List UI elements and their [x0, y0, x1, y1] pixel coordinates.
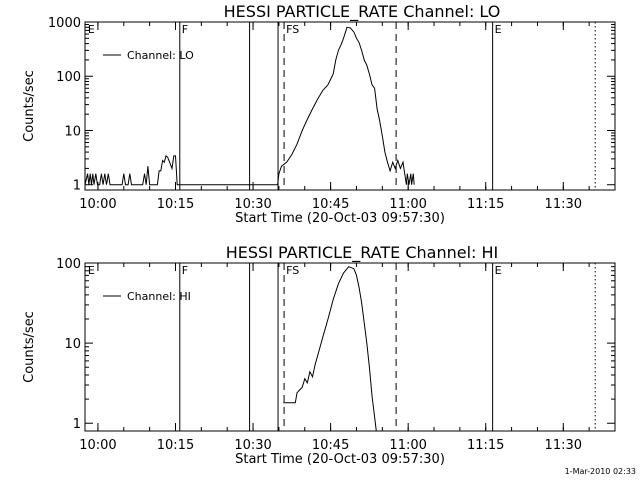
x-tick-label: 11:15 — [467, 438, 504, 453]
y-tick-label: 10 — [64, 124, 81, 139]
annotation-label: F — [182, 264, 188, 277]
y-tick-label: 1 — [73, 179, 81, 194]
x-tick-label: 10:45 — [312, 197, 349, 212]
x-tick-label: 11:30 — [545, 197, 582, 212]
annotation-label: F — [182, 23, 188, 36]
y-tick-label: 1000 — [48, 16, 81, 31]
lo-channel-panel: HESSI PARTICLE_RATE Channel: LO 10:00 10:1… — [22, 2, 616, 226]
y-axis-label: Counts/sec — [22, 70, 37, 142]
x-tick-label: 10:30 — [234, 197, 271, 212]
annotation-label: FS — [286, 23, 299, 36]
y-tick-label: 10 — [64, 337, 81, 352]
data-series-line — [85, 26, 415, 186]
x-tick-label: 11:00 — [389, 197, 426, 212]
annotation-label: E — [495, 23, 502, 36]
x-tick-label: 10:30 — [234, 438, 271, 453]
x-tick-label: 11:15 — [467, 197, 504, 212]
data-series-line — [283, 266, 377, 431]
legend-label: Channel: HI — [127, 290, 191, 303]
x-tick-label: 10:15 — [157, 197, 194, 212]
x-axis-label: Start Time (20-Oct-03 09:57:30) — [235, 452, 445, 467]
x-tick-label: 11:30 — [545, 438, 582, 453]
y-tick-label: 100 — [56, 70, 81, 85]
annotation-label: E — [495, 264, 502, 277]
footer-timestamp: 1-Mar-2010 02:33 — [565, 467, 636, 476]
plot-frame — [84, 262, 616, 432]
annotation-label: E — [88, 264, 95, 277]
x-tick-label: 10:00 — [79, 197, 116, 212]
x-tick-label: 10:15 — [157, 438, 194, 453]
annotation-label: E — [88, 23, 95, 36]
chart-title: HESSI PARTICLE_RATE Channel: HI — [226, 243, 499, 263]
x-tick-label: 11:00 — [389, 438, 426, 453]
chart-title: HESSI PARTICLE_RATE Channel: LO — [224, 2, 501, 22]
legend-label: Channel: LO — [127, 49, 194, 62]
plot-frame — [84, 21, 616, 191]
x-tick-label: 10:00 — [79, 438, 116, 453]
y-tick-label: 100 — [56, 257, 81, 272]
hi-channel-panel: HESSI PARTICLE_RATE Channel: HI 10:00 10:1… — [22, 243, 616, 467]
annotation-label: FS — [286, 264, 299, 277]
y-tick-label: 1 — [73, 417, 81, 432]
x-tick-label: 10:45 — [312, 438, 349, 453]
y-axis-label: Counts/sec — [22, 311, 37, 383]
x-axis-label: Start Time (20-Oct-03 09:57:30) — [235, 211, 445, 226]
